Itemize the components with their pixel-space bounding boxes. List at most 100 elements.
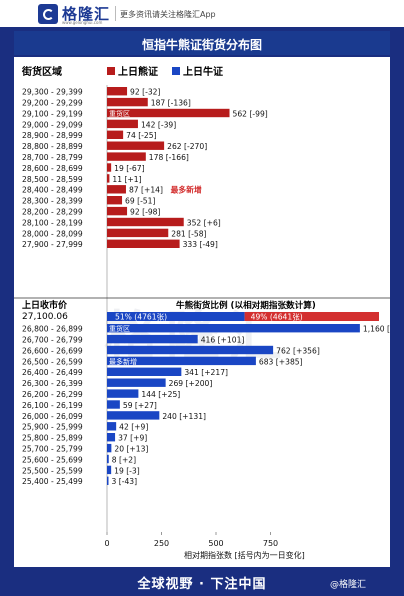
bull-value-label: 20 [+13] <box>114 445 148 454</box>
bull-range-label: 26,800 - 26,899 <box>22 325 83 334</box>
bear-value-label: 87 [+14] <box>129 186 163 195</box>
bear-range-label: 28,900 - 28,999 <box>22 131 83 140</box>
bull-bar <box>107 465 112 475</box>
ratio-bear-text: 49% (4641张) <box>251 313 303 322</box>
bull-value-label: 240 [+131] <box>162 412 206 421</box>
bear-value-label: 562 [-99] <box>233 109 268 118</box>
bull-value-label: 762 [+356] <box>276 346 320 355</box>
bear-value-label: 178 [-166] <box>149 153 189 162</box>
bull-value-label: 8 [+2] <box>112 455 136 464</box>
header-tagline: 更多资讯请关注格隆汇App <box>120 10 216 19</box>
bull-value-label: 42 [+9] <box>119 423 148 432</box>
bear-range-label: 28,700 - 28,799 <box>22 153 83 162</box>
bull-value-label: 269 [+200] <box>169 379 213 388</box>
bear-bar <box>107 87 128 96</box>
x-tick-label: 250 <box>154 539 169 548</box>
x-tick-label: 750 <box>263 539 278 548</box>
bear-heavy-annotation: 重货区 <box>109 109 130 118</box>
bull-range-label: 25,400 - 25,499 <box>22 477 83 486</box>
bear-bar <box>107 97 148 107</box>
close-label: 上日收市价 <box>22 299 68 311</box>
logo-domain: www.gelonghui.com <box>62 20 103 25</box>
bull-range-label: 26,700 - 26,799 <box>22 336 83 345</box>
bull-bar <box>107 433 116 442</box>
bull-range-label: 26,100 - 26,199 <box>22 401 83 410</box>
bull-bar <box>107 367 182 376</box>
bull-value-label: 59 [+27] <box>123 401 157 410</box>
bear-value-label: 92 [-32] <box>130 88 160 97</box>
bear-bar <box>107 152 146 161</box>
bull-new-annotation: 最多新增 <box>109 357 137 366</box>
bull-range-label: 25,700 - 25,799 <box>22 445 83 454</box>
bear-value-label: 352 [+6] <box>187 218 221 227</box>
bull-range-label: 25,500 - 25,599 <box>22 466 83 475</box>
bear-range-label: 28,400 - 28,499 <box>22 186 83 195</box>
bear-range-label: 29,100 - 29,199 <box>22 109 83 118</box>
bull-range-label: 26,400 - 26,499 <box>22 368 83 377</box>
bull-bar <box>107 422 117 431</box>
bear-value-label: 69 [-51] <box>125 197 155 206</box>
bear-value-label: 187 [-136] <box>151 99 191 108</box>
legend-bear-swatch <box>107 67 115 75</box>
bear-range-label: 29,000 - 29,099 <box>22 120 83 129</box>
bear-new-annotation: 最多新增 <box>171 185 202 195</box>
footer-credit: @格隆汇 <box>330 580 367 590</box>
bear-range-label: 28,500 - 28,599 <box>22 175 83 184</box>
bull-bar <box>107 378 166 387</box>
bull-bar <box>107 454 109 464</box>
bull-value-label: 37 [+9] <box>118 434 147 443</box>
legend-bear-label: 上日熊证 <box>118 65 158 78</box>
ratio-bull-bar <box>107 312 245 321</box>
bear-bar <box>107 130 124 139</box>
bear-bar <box>107 119 138 129</box>
bear-value-label: 142 [-39] <box>141 120 176 129</box>
bear-value-label: 92 [-98] <box>130 208 160 217</box>
bear-value-label: 11 [+1] <box>112 175 141 184</box>
bull-value-label: 683 [+385] <box>259 357 303 366</box>
bear-bar <box>107 185 126 194</box>
bear-bar <box>107 108 230 118</box>
bear-bar <box>107 163 112 172</box>
bull-range-label: 25,800 - 25,899 <box>22 434 83 443</box>
bull-bar <box>107 400 120 409</box>
bear-range-label: 28,600 - 28,699 <box>22 164 83 173</box>
bull-bar <box>107 334 198 344</box>
legend-range-label: 街货区域 <box>21 65 62 78</box>
bear-value-label: 262 [-270] <box>167 142 207 151</box>
bear-range-label: 28,000 - 28,099 <box>22 229 83 238</box>
bull-bar <box>107 443 112 453</box>
bear-bar <box>107 196 123 205</box>
footer-slogan: 全球视野 · 下注中国 <box>137 577 267 592</box>
bear-range-label: 29,300 - 29,399 <box>22 88 83 97</box>
bull-range-label: 25,600 - 25,699 <box>22 455 83 464</box>
bull-bar <box>107 411 160 420</box>
bear-value-label: 19 [-67] <box>114 164 144 173</box>
ratio-bear-bar <box>244 312 379 321</box>
x-tick-label: 0 <box>104 539 109 548</box>
bear-value-label: 74 [-25] <box>126 131 156 140</box>
bear-bar <box>107 206 128 216</box>
header-divider <box>115 6 116 21</box>
bull-range-label: 26,200 - 26,299 <box>22 390 83 399</box>
bull-heavy-annotation: 重货区 <box>109 324 130 333</box>
x-tick-label: 500 <box>208 539 223 548</box>
legend-bull-swatch <box>172 67 180 75</box>
ratio-bull-text: 51% (4761张) <box>115 313 167 322</box>
bull-value-label: 19 [-3] <box>114 466 140 475</box>
top-header: 格隆汇 www.gelonghui.com 更多资讯请关注格隆汇App <box>0 0 404 27</box>
bull-range-label: 25,900 - 25,999 <box>22 423 83 432</box>
bear-range-label: 28,800 - 28,899 <box>22 142 83 151</box>
bull-value-label: 341 [+217] <box>184 368 228 377</box>
bull-value-label: 144 [+25] <box>141 390 180 399</box>
legend-bull-label: 上日牛证 <box>183 65 223 78</box>
bull-bar <box>107 345 274 355</box>
bear-range-label: 29,200 - 29,299 <box>22 99 83 108</box>
bear-bar <box>107 239 180 248</box>
bull-bar <box>107 324 360 333</box>
bull-value-label: 3 [-43] <box>112 477 138 486</box>
title-band: 恒指牛熊证街货分布图 <box>14 31 390 55</box>
close-value: 27,100.06 <box>22 312 68 322</box>
bull-value-label: 1,160 [-28] <box>363 325 390 334</box>
